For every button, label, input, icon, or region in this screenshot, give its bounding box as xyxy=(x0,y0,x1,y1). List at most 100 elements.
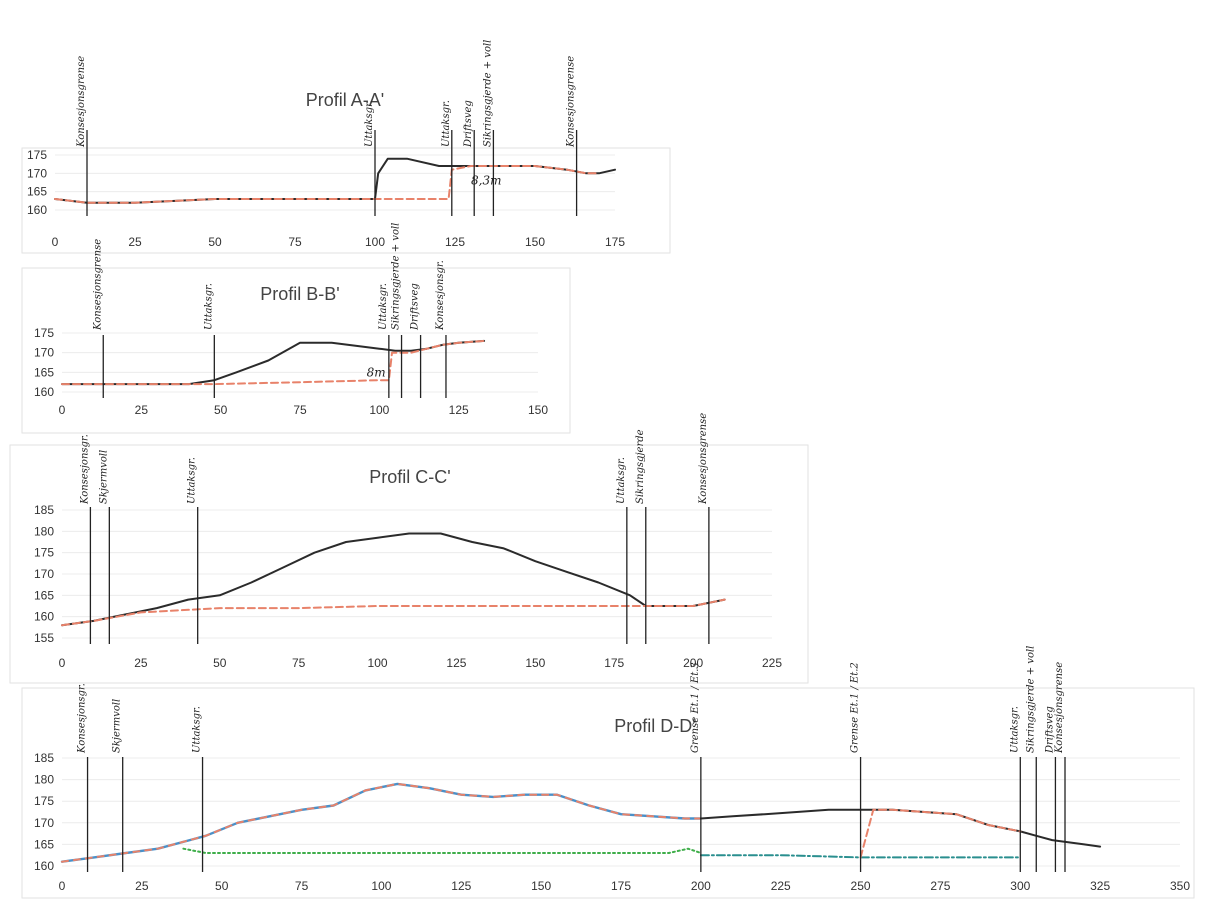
x-tick-label: 75 xyxy=(292,656,306,670)
x-tick-label: 50 xyxy=(213,656,227,670)
annotation-label: Uttaksgr. xyxy=(203,283,214,330)
x-tick-label: 0 xyxy=(59,403,66,417)
x-tick-label: 150 xyxy=(531,879,551,893)
y-tick-label: 170 xyxy=(34,816,54,830)
y-tick-label: 180 xyxy=(34,773,54,787)
annotation-label: Uttaksgr. xyxy=(364,100,375,147)
x-tick-label: 75 xyxy=(288,235,302,249)
annotation-label: Sikringsgjerde xyxy=(635,429,646,504)
series-line-dotted-green xyxy=(182,847,702,854)
annotation-label: Uttaksgr. xyxy=(616,457,627,504)
series-line-solid-dark xyxy=(699,808,1102,848)
x-tick-label: 0 xyxy=(59,656,66,670)
x-tick-label: 225 xyxy=(762,656,782,670)
chart-title: Profil C-C' xyxy=(369,467,450,487)
x-tick-label: 150 xyxy=(528,403,548,417)
chart-title: Profil B-B' xyxy=(260,284,339,304)
annotation-label: Skjermvoll xyxy=(112,699,123,753)
x-tick-label: 300 xyxy=(1010,879,1030,893)
y-tick-label: 185 xyxy=(34,503,54,517)
profile-chart-3: 155 160 165 170 175 180 185 0 25 50 75 100 125 150 175… xyxy=(9,413,809,684)
annotation-label: Konsesjonsgr. xyxy=(79,434,90,505)
x-tick-label: 275 xyxy=(930,879,950,893)
y-tick-label: 175 xyxy=(34,546,54,560)
annotation-label: Uttaksgr. xyxy=(378,283,389,330)
x-tick-label: 325 xyxy=(1090,879,1110,893)
x-tick-label: 75 xyxy=(295,879,309,893)
annotation-label: Konsesjonsgr. xyxy=(435,260,446,331)
x-tick-label: 50 xyxy=(208,235,222,249)
annotation-label: Konsesjonsgrense xyxy=(566,56,577,148)
annotation-label: Konsesjonsgrense xyxy=(92,239,103,331)
x-tick-label: 200 xyxy=(691,879,711,893)
series-line-dashed-orange xyxy=(61,598,726,627)
annotation-label: Grense Et.1 / Et.2 xyxy=(850,662,861,753)
series-line-dashed-orange xyxy=(54,165,600,204)
series-line-dashed-blue-orange xyxy=(61,782,702,863)
annotation-label: Konsesjonsgrense xyxy=(76,56,87,148)
annotation-label: Grense Et.1 / Et.3 xyxy=(690,662,701,753)
annotation-label: Skjermvoll xyxy=(98,450,109,504)
annotation-label: Driftsveg xyxy=(463,100,474,148)
y-tick-label: 165 xyxy=(34,588,54,602)
chart-frame xyxy=(9,444,809,684)
annotation-label: Konsesjonsgrense xyxy=(698,413,709,505)
series-line-dashed-orange xyxy=(859,808,1022,859)
x-tick-label: 200 xyxy=(683,656,703,670)
annotation-label: Driftsveg xyxy=(410,283,421,331)
x-tick-label: 25 xyxy=(128,235,142,249)
annotation-label: Sikringsgjerde + voll xyxy=(391,223,402,330)
profile-chart-4: 160 165 170 175 180 185 0 25 50 75 100 125 150 175 200… xyxy=(21,646,1195,899)
x-tick-label: 175 xyxy=(605,235,625,249)
y-tick-label: 175 xyxy=(34,794,54,808)
x-tick-label: 125 xyxy=(451,879,471,893)
annotation-label: Sikringsgjerde + voll xyxy=(482,40,493,147)
chart-frame xyxy=(21,687,1195,899)
x-tick-label: 250 xyxy=(851,879,871,893)
chart-frame xyxy=(21,147,671,254)
x-tick-label: 25 xyxy=(135,879,149,893)
x-tick-label: 125 xyxy=(446,656,466,670)
y-tick-label: 175 xyxy=(27,148,47,162)
y-tick-label: 180 xyxy=(34,524,54,538)
x-tick-label: 0 xyxy=(59,879,66,893)
x-tick-label: 100 xyxy=(371,879,391,893)
y-tick-label: 160 xyxy=(27,203,47,217)
y-tick-label: 160 xyxy=(34,610,54,624)
annotation-label: Uttaksgr. xyxy=(441,100,452,147)
x-tick-label: 25 xyxy=(135,403,149,417)
chart-title: Profil D-D' xyxy=(614,716,695,736)
x-tick-label: 175 xyxy=(604,656,624,670)
x-tick-label: 125 xyxy=(445,235,465,249)
y-tick-label: 165 xyxy=(34,837,54,851)
profile-chart-2: 160 165 170 175 0 25 50 75 100 125 150 Profil B-B' K… xyxy=(21,223,571,434)
annotation-label: Uttaksgr. xyxy=(1009,706,1020,753)
x-tick-label: 100 xyxy=(365,235,385,249)
x-tick-label: 0 xyxy=(52,235,59,249)
y-tick-label: 170 xyxy=(34,346,54,360)
y-tick-label: 175 xyxy=(34,326,54,340)
annotation-label: Konsesjonsgrense xyxy=(1054,662,1065,754)
series-line-solid-dark xyxy=(61,532,726,627)
y-tick-label: 160 xyxy=(34,859,54,873)
x-tick-label: 225 xyxy=(771,879,791,893)
y-tick-label: 170 xyxy=(27,166,47,180)
x-tick-label: 350 xyxy=(1170,879,1190,893)
y-tick-label: 165 xyxy=(34,365,54,379)
x-tick-label: 50 xyxy=(214,403,228,417)
annotation-label: Konsesjonsgr. xyxy=(77,683,88,754)
x-tick-label: 125 xyxy=(449,403,469,417)
x-tick-label: 75 xyxy=(293,403,307,417)
series-line-solid-dark xyxy=(54,157,616,204)
annotation-label: Uttaksgr. xyxy=(192,706,203,753)
y-tick-label: 160 xyxy=(34,385,54,399)
y-tick-label: 165 xyxy=(27,185,47,199)
y-tick-label: 185 xyxy=(34,751,54,765)
height-note: 8,3m xyxy=(471,173,501,187)
y-tick-label: 170 xyxy=(34,567,54,581)
height-note: 8m xyxy=(367,365,386,379)
x-tick-label: 150 xyxy=(525,656,545,670)
y-tick-label: 155 xyxy=(34,631,54,645)
x-tick-label: 100 xyxy=(368,656,388,670)
